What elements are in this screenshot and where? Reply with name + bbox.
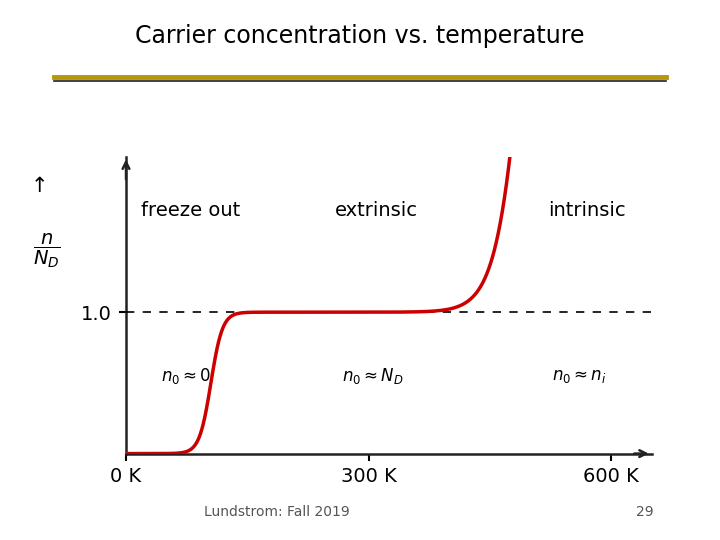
Text: extrinsic: extrinsic — [336, 201, 418, 220]
Text: Carrier concentration vs. temperature: Carrier concentration vs. temperature — [135, 24, 585, 48]
Text: $n_0 \approx n_i$: $n_0 \approx n_i$ — [552, 367, 606, 385]
Text: 29: 29 — [636, 505, 654, 519]
Text: intrinsic: intrinsic — [548, 201, 626, 220]
Text: $n_0 \approx 0$: $n_0 \approx 0$ — [161, 366, 212, 386]
Text: $\dfrac{n}{N_D}$: $\dfrac{n}{N_D}$ — [33, 232, 60, 271]
Text: ↑: ↑ — [31, 176, 48, 197]
Text: Lundstrom: Fall 2019: Lundstrom: Fall 2019 — [204, 505, 350, 519]
Text: freeze out: freeze out — [141, 201, 240, 220]
Text: $n_0 \approx N_D$: $n_0 \approx N_D$ — [342, 366, 403, 386]
